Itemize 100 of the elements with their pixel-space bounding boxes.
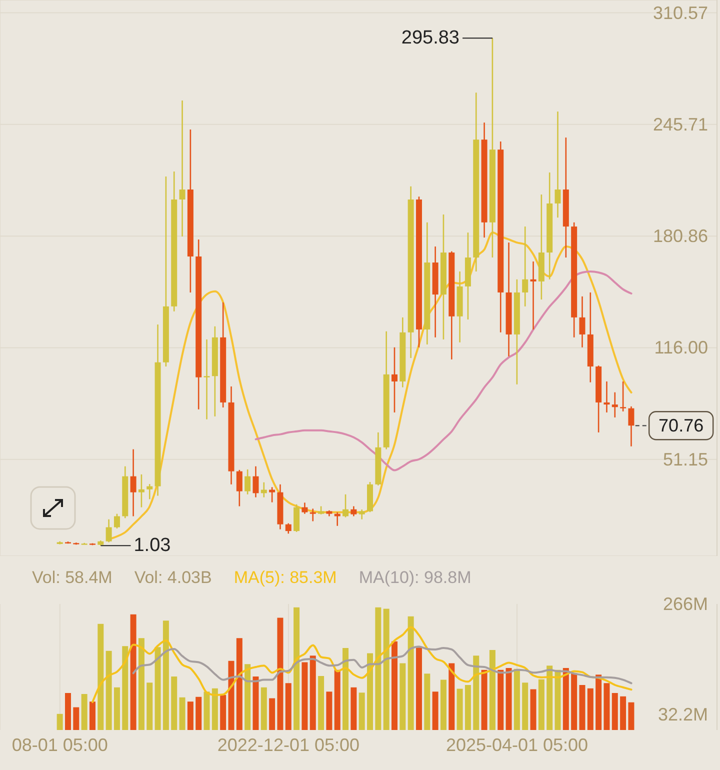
bar <box>56 714 63 730</box>
candlestick <box>310 508 316 522</box>
candlestick <box>252 466 259 498</box>
bar <box>464 685 471 730</box>
candlestick <box>260 482 267 498</box>
bar <box>498 670 504 730</box>
bar <box>220 694 226 730</box>
bar <box>383 608 390 730</box>
bar <box>400 663 406 730</box>
bar <box>130 614 136 730</box>
bar <box>620 696 626 730</box>
line-series <box>92 626 632 704</box>
bar <box>81 694 88 730</box>
line-series <box>132 646 632 684</box>
bar <box>554 670 561 730</box>
candlestick <box>236 469 242 507</box>
bar <box>367 653 374 730</box>
bar <box>375 607 382 730</box>
y-tick-label: 180.86 <box>652 226 708 246</box>
bar <box>89 702 96 730</box>
y-tick-label: 116.00 <box>654 338 708 358</box>
y-tick-label: 266M <box>662 594 708 614</box>
bar <box>106 650 112 730</box>
x-tick-label: 2022-12-01 05:00 <box>217 734 360 755</box>
text: Vol: 4.03B <box>134 568 212 588</box>
bar <box>310 656 316 730</box>
candlestick <box>530 260 536 330</box>
bar <box>432 692 438 730</box>
candlestick <box>294 504 300 533</box>
bar <box>416 648 422 730</box>
candlestick <box>358 508 365 520</box>
bar <box>122 646 128 730</box>
bar <box>204 692 210 730</box>
bar <box>236 638 242 730</box>
candlestick <box>138 474 144 508</box>
bar <box>391 641 398 730</box>
bar <box>146 682 153 730</box>
candlestick <box>554 110 561 218</box>
bar <box>628 702 634 730</box>
bar <box>260 687 267 730</box>
bar <box>162 620 169 730</box>
bar <box>481 670 488 730</box>
x-tick-label: 2025-04-01 05:00 <box>446 734 588 755</box>
text: Vol: 58.4M <box>32 568 112 588</box>
bar <box>285 683 292 730</box>
bar <box>244 664 251 730</box>
bar <box>212 688 218 730</box>
candlestick <box>620 380 626 412</box>
bar <box>473 656 480 730</box>
bar <box>138 638 144 730</box>
bar <box>334 670 340 730</box>
candlestick <box>130 448 136 517</box>
bar <box>294 607 300 730</box>
y-tick-label: 310.57 <box>652 2 708 23</box>
bar <box>302 662 308 730</box>
candlestick <box>179 100 186 238</box>
y-tick-label: 32.2M <box>658 704 708 725</box>
bar <box>179 697 186 730</box>
bar <box>506 668 512 730</box>
ref-line-label: 70.76 <box>658 416 704 436</box>
candlestick <box>204 338 210 420</box>
bar <box>562 668 569 730</box>
bar <box>408 616 414 730</box>
bar <box>489 650 496 730</box>
bar <box>579 685 586 730</box>
bar <box>171 676 178 730</box>
bar <box>424 674 430 730</box>
bar <box>326 692 332 730</box>
annotation: 1.03 <box>134 535 171 556</box>
bar <box>546 666 553 730</box>
bar <box>350 687 357 730</box>
y-tick-label: 245.71 <box>652 114 708 134</box>
bar <box>114 687 120 730</box>
bar <box>269 698 276 730</box>
line-series <box>254 270 632 472</box>
candlestick <box>342 494 349 518</box>
bar <box>228 660 234 730</box>
x-tick-label: 08-01 05:00 <box>12 734 108 755</box>
bar <box>571 673 578 730</box>
candlestick <box>612 392 618 418</box>
bar <box>604 683 610 730</box>
bar <box>277 618 284 730</box>
bar <box>252 676 259 730</box>
bar <box>522 682 528 730</box>
y-tick-label: 51.15 <box>662 449 708 470</box>
candlestick <box>628 406 634 447</box>
candlestick <box>106 518 112 543</box>
candlestick <box>285 522 292 534</box>
bar <box>187 702 194 730</box>
candlestick <box>522 226 528 308</box>
bar <box>154 647 161 730</box>
annotation: 295.83 <box>401 28 460 49</box>
bar <box>538 679 544 730</box>
bar <box>318 676 324 730</box>
candlestick <box>269 486 276 503</box>
bar <box>342 648 349 730</box>
candlestick <box>146 483 153 500</box>
candlestick <box>391 346 398 414</box>
bar <box>514 668 520 730</box>
candlestick <box>244 468 251 496</box>
